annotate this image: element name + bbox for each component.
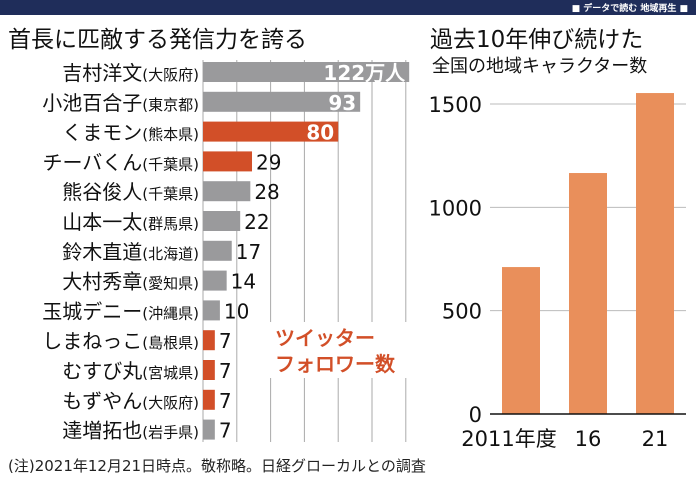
bar: [636, 93, 674, 415]
bar: [203, 91, 361, 112]
data-label: 7: [219, 359, 232, 383]
footnote: (注)2021年12月21日時点。敬称略。日経グローカルとの調査: [8, 457, 426, 475]
right-chart-subtitle: 全国の地域キャラクター数: [432, 56, 648, 77]
y-tick-label: 1000: [429, 196, 482, 220]
x-tick-label: 16: [575, 427, 602, 451]
y-tick-label: 0: [469, 403, 482, 427]
annotation: フォロワー数: [275, 352, 396, 376]
data-label: 7: [219, 389, 232, 413]
category-label: くまモン(熊本県): [62, 121, 199, 145]
bar: [502, 267, 540, 414]
bar: [203, 270, 227, 291]
data-label: 29: [256, 150, 281, 174]
bar: [203, 181, 251, 202]
category-label: 大村秀章(愛知県): [62, 270, 199, 294]
banner-text: ■ データで読む 地域再生 ■: [571, 4, 688, 14]
right-chart-title: 過去10年伸び続けた: [430, 27, 644, 53]
bar: [203, 300, 220, 321]
category-label: もずやん(大阪府): [62, 389, 199, 413]
data-label: 10: [224, 299, 249, 323]
y-tick-label: 1500: [429, 93, 482, 117]
data-label: 7: [219, 419, 232, 443]
category-label: 山本一太(群馬県): [62, 210, 199, 234]
annotation-bg: [270, 322, 410, 378]
annotation: ツイッター: [275, 326, 375, 350]
category-label: 小池百合子(東京都): [42, 91, 199, 115]
category-label: 達増拓也(岩手県): [62, 419, 199, 443]
x-tick-label: 2011年度: [461, 427, 556, 451]
data-label: 22: [244, 210, 269, 234]
x-tick-label: 21: [642, 427, 669, 451]
bar: [203, 330, 215, 351]
category-label: しまねっこ(島根県): [42, 329, 199, 353]
bar: [569, 173, 607, 414]
data-label: 7: [219, 329, 232, 353]
data-label: 93: [328, 91, 356, 115]
left-chart-title: 首長に匹敵する発信力を誇る: [8, 27, 307, 53]
data-label: 14: [231, 270, 256, 294]
bar: [203, 151, 253, 172]
category-label: 熊谷俊人(千葉県): [62, 180, 199, 204]
bar: [203, 121, 339, 142]
y-tick-label: 500: [442, 300, 482, 324]
bar: [203, 360, 215, 380]
section-banner: ■ データで読む 地域再生 ■: [0, 0, 696, 15]
bar: [203, 389, 215, 410]
data-label: 80: [306, 121, 334, 145]
category-label: 玉城デニー(沖縄県): [42, 299, 199, 323]
data-label: 122万人: [323, 61, 406, 85]
data-label: 17: [236, 240, 261, 264]
category-label: むすび丸(宮城県): [62, 359, 199, 383]
data-label: 28: [254, 180, 279, 204]
bar: [203, 419, 215, 440]
bar: [203, 62, 410, 82]
category-label: チーバくん(千葉県): [42, 150, 199, 174]
bar: [203, 211, 241, 231]
category-label: 吉村洋文(大阪府): [62, 61, 199, 85]
category-label: 鈴木直道(北海道): [62, 240, 199, 264]
bar: [203, 240, 232, 261]
